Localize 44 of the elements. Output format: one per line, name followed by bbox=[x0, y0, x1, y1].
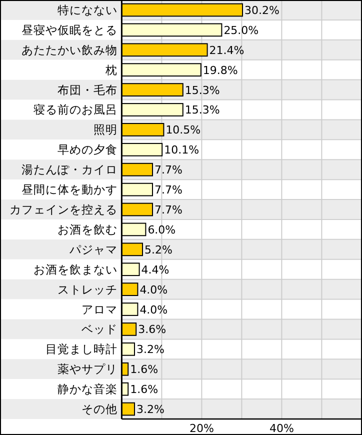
data-label: 7.7% bbox=[154, 204, 182, 216]
y-tick-label: お酒を飲まない bbox=[34, 262, 118, 276]
data-label: 15.3% bbox=[184, 84, 220, 97]
data-label: 3.2% bbox=[136, 343, 164, 356]
data-label: 15.3% bbox=[184, 104, 220, 117]
y-tick-label: 静かな音楽 bbox=[58, 382, 118, 396]
data-label: 4.0% bbox=[140, 303, 168, 316]
y-tick-label: 布団・毛布 bbox=[58, 82, 118, 97]
data-label: 3.2% bbox=[136, 403, 164, 416]
data-label: 21.4% bbox=[209, 44, 244, 57]
y-tick-label: 特になない bbox=[58, 2, 118, 17]
data-label: 19.8% bbox=[202, 64, 238, 77]
data-label: 7.7% bbox=[154, 184, 182, 197]
x-tick-label: 20% bbox=[189, 422, 214, 435]
y-tick-label: パジャマ bbox=[68, 242, 118, 256]
y-tick-label: 早めの夕食 bbox=[58, 142, 118, 157]
y-tick-label: 枕 bbox=[104, 62, 118, 77]
data-label: 4.4% bbox=[141, 263, 170, 276]
y-tick-label: お酒を飲む bbox=[58, 222, 118, 236]
y-tick-label: 寝る前のお風呂 bbox=[34, 102, 118, 117]
y-tick-label: 湯たんぽ・カイロ bbox=[22, 162, 118, 177]
data-label: 6.0% bbox=[148, 223, 176, 236]
y-tick-label: あたたかい飲み物 bbox=[22, 42, 118, 57]
data-label: 3.6% bbox=[138, 323, 166, 336]
data-label: 1.6% bbox=[130, 383, 158, 396]
y-tick-label: 目覚まし時計 bbox=[46, 342, 118, 356]
y-tick-label: 昼間に体を動かす bbox=[22, 182, 118, 197]
y-tick-label: ストレッチ bbox=[58, 282, 118, 296]
y-tick-label: アロマ bbox=[82, 302, 118, 316]
data-label: 25.0% bbox=[224, 24, 259, 37]
y-tick-label: 薬やサプリ bbox=[58, 362, 118, 376]
y-tick-label: カフェインを控える bbox=[10, 202, 118, 216]
data-label: 1.6% bbox=[130, 363, 158, 376]
x-tick-label: 40% bbox=[269, 422, 294, 435]
y-tick-label: 昼寝や仮眠をとる bbox=[22, 22, 118, 37]
data-label: 30.2% bbox=[244, 4, 280, 17]
y-tick-label: その他 bbox=[82, 402, 118, 416]
data-label: 10.1% bbox=[164, 144, 200, 157]
data-label: 7.7% bbox=[154, 164, 182, 177]
data-label: 4.0% bbox=[140, 283, 168, 296]
y-tick-label: 照明 bbox=[94, 122, 118, 137]
data-label: 10.5% bbox=[166, 124, 201, 137]
data-label: 5.2% bbox=[144, 243, 172, 256]
y-tick-label: ベッド bbox=[82, 322, 118, 336]
